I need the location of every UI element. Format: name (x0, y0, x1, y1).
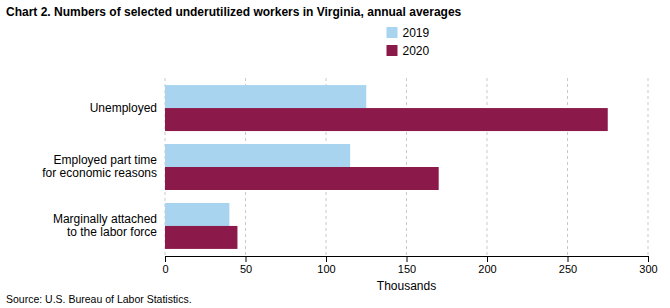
x-axis-line (166, 257, 649, 263)
y-tick-label: Unemployed (90, 101, 157, 115)
y-axis: Unemployed Employed part timefor economic… (42, 101, 165, 239)
chart: Chart 2. Numbers of selected underutiliz… (0, 0, 670, 308)
legend-swatch (387, 45, 398, 56)
title: Chart 2. Numbers of selected underutiliz… (6, 5, 462, 19)
legend-item: 2019 (387, 26, 430, 40)
x-tick-label: 50 (240, 263, 252, 275)
x-tick-label: 0 (162, 263, 168, 275)
bar-series (165, 85, 366, 226)
x-tick-mark (246, 256, 247, 262)
bar (165, 108, 608, 131)
x-axis: 0 50 100 150 200 250 300 (162, 256, 657, 275)
bar (165, 167, 439, 190)
y-tick-label-line: Marginally attached (53, 212, 157, 226)
x-tick: 0 (162, 256, 168, 275)
bars (165, 85, 608, 249)
y-tick-label-line: Employed part time (54, 153, 158, 167)
y-tick: Employed part timefor economic reasons (42, 153, 165, 180)
bar (165, 85, 366, 108)
bar (165, 203, 229, 226)
x-tick-mark (568, 256, 569, 262)
source: Source: U.S. Bureau of Labor Statistics. (6, 293, 192, 305)
grid-line (648, 78, 649, 256)
y-tick-label-line: Unemployed (90, 101, 157, 115)
legend-item: 2020 (387, 44, 430, 58)
x-tick-mark (165, 256, 166, 262)
y-tick: Unemployed (90, 101, 165, 115)
grid-line (487, 78, 488, 256)
y-tick-label: Employed part timefor economic reasons (42, 153, 157, 180)
y-tick-label-line: to the labor force (67, 225, 157, 239)
x-tick-mark (326, 256, 327, 262)
x-tick-mark (648, 256, 649, 262)
x-tick-label: 150 (398, 263, 416, 275)
y-tick-label: Marginally attachedto the labor force (53, 212, 157, 239)
x-tick: 50 (240, 256, 252, 275)
grid-line (567, 78, 568, 256)
bar (165, 226, 237, 249)
plot: 0 50 100 150 200 250 300 Unemployed Employed par… (42, 78, 657, 293)
x-tick-mark (487, 256, 488, 262)
x-tick-label: 300 (639, 263, 657, 275)
legend: 2019 2020 (387, 26, 430, 58)
y-tick: Marginally attachedto the labor force (53, 212, 165, 239)
grid (165, 78, 648, 256)
bar-series (165, 108, 608, 249)
bar (165, 144, 350, 167)
x-axis-title: Thousands (377, 279, 436, 293)
x-tick: 200 (478, 256, 496, 275)
x-tick-mark (407, 256, 408, 262)
x-tick-label: 200 (478, 263, 496, 275)
y-tick-label-line: for economic reasons (42, 166, 157, 180)
x-tick-label: 250 (559, 263, 577, 275)
legend-label: 2020 (403, 44, 430, 58)
x-tick-label: 100 (317, 263, 335, 275)
x-tick: 100 (317, 256, 335, 275)
legend-swatch (387, 27, 398, 38)
x-tick: 300 (639, 256, 657, 275)
x-tick: 150 (398, 256, 416, 275)
x-tick: 250 (559, 256, 577, 275)
legend-label: 2019 (403, 26, 430, 40)
